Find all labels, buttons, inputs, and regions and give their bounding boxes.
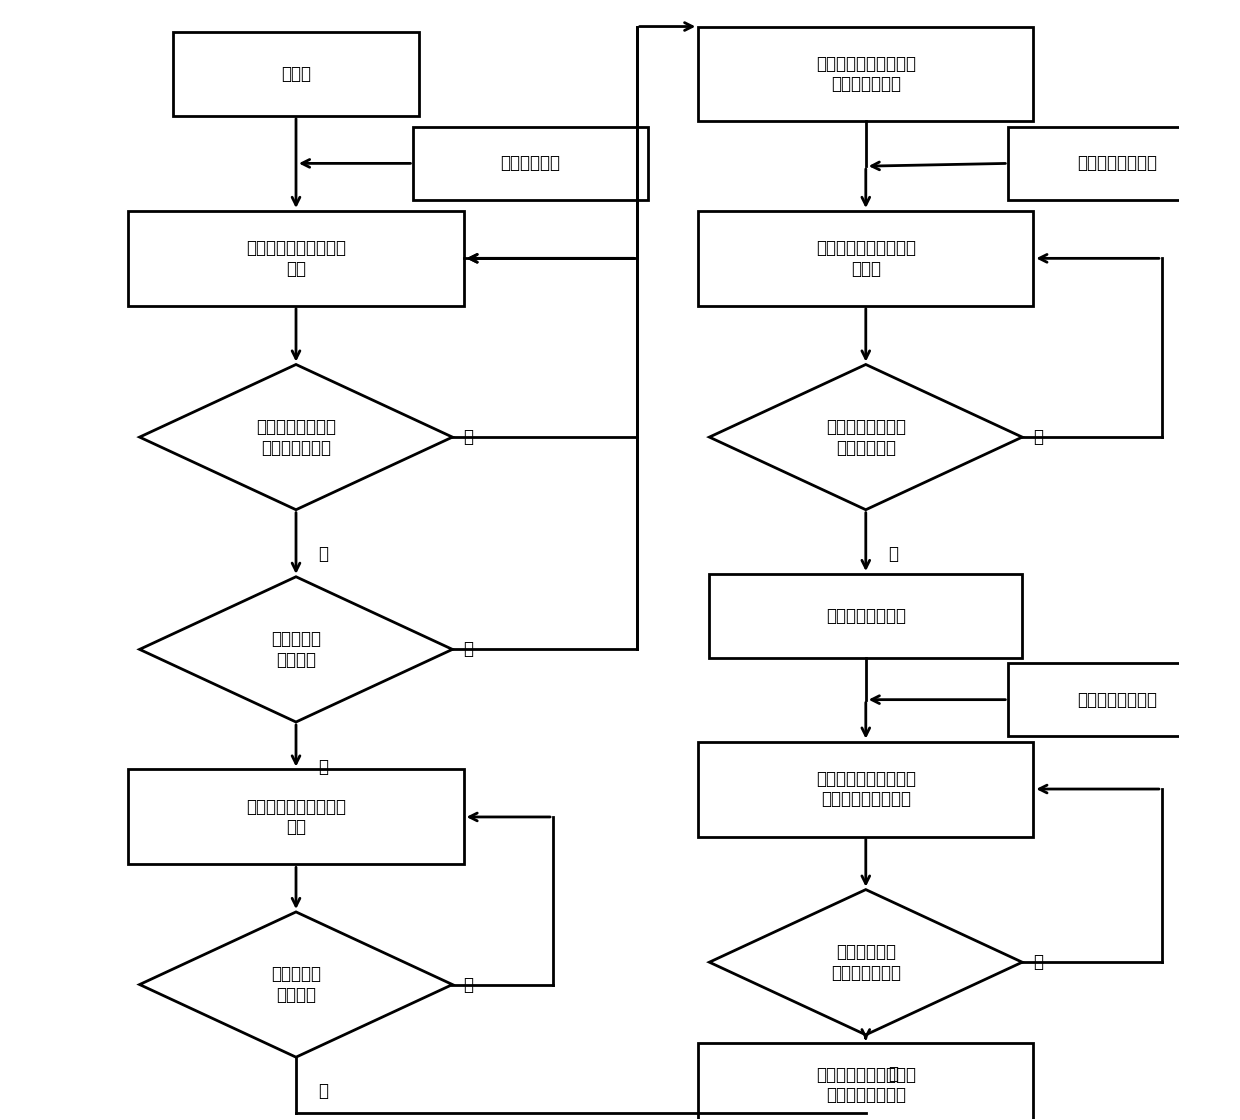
Text: 将一周的累积温度分配
至每天: 将一周的累积温度分配 至每天 bbox=[816, 239, 916, 278]
Text: 是否有多组
历史数据: 是否有多组 历史数据 bbox=[272, 629, 321, 669]
Bar bbox=[1008, 663, 1226, 736]
Bar bbox=[709, 573, 1022, 657]
Bar bbox=[413, 127, 649, 199]
Text: 日平均温度设定值: 日平均温度设定值 bbox=[826, 607, 905, 625]
Text: 一天不同时刻（每两小
时）的温度设定值: 一天不同时刻（每两小 时）的温度设定值 bbox=[816, 1066, 916, 1104]
Text: 七日的节能与产量
效益是否最大: 七日的节能与产量 效益是否最大 bbox=[826, 418, 905, 457]
Bar bbox=[174, 32, 419, 115]
Bar bbox=[698, 27, 1033, 121]
Bar bbox=[1008, 127, 1226, 199]
Bar bbox=[129, 769, 464, 865]
Text: 否: 否 bbox=[464, 976, 474, 993]
Text: 周累积温度（初始日平
均温度设定值）: 周累积温度（初始日平 均温度设定值） bbox=[816, 55, 916, 93]
Text: 是: 是 bbox=[888, 1065, 898, 1083]
Text: 将日平均温度分配到瞬
时温度（每两小时）: 将日平均温度分配到瞬 时温度（每两小时） bbox=[816, 769, 916, 809]
Text: 平均误差值
是否最小: 平均误差值 是否最小 bbox=[272, 965, 321, 1004]
Polygon shape bbox=[140, 912, 453, 1057]
Text: 一日的光合作
用速率是否最大: 一日的光合作 用速率是否最大 bbox=[831, 943, 900, 981]
Text: 历史气候信息: 历史气候信息 bbox=[501, 155, 560, 172]
Text: 是: 是 bbox=[319, 1082, 329, 1100]
Bar bbox=[698, 211, 1033, 306]
Text: 计算经济效益的平均误
差值: 计算经济效益的平均误 差值 bbox=[246, 797, 346, 837]
Bar bbox=[698, 1043, 1033, 1120]
Text: 否: 否 bbox=[1033, 953, 1043, 971]
Bar bbox=[129, 211, 464, 306]
Text: 否: 否 bbox=[1033, 428, 1043, 446]
Bar bbox=[698, 741, 1033, 837]
Polygon shape bbox=[140, 364, 453, 510]
Text: 一天室外气象预报: 一天室外气象预报 bbox=[1078, 691, 1157, 709]
Polygon shape bbox=[709, 364, 1022, 510]
Text: 否: 否 bbox=[464, 641, 474, 659]
Text: 是: 是 bbox=[319, 545, 329, 563]
Polygon shape bbox=[140, 577, 453, 722]
Text: 否: 否 bbox=[464, 428, 474, 446]
Text: 求解一周的累积温度设
定值: 求解一周的累积温度设 定值 bbox=[246, 239, 346, 278]
Polygon shape bbox=[709, 889, 1022, 1035]
Text: 是: 是 bbox=[319, 758, 329, 776]
Text: 全周期的节能与产
量效益是否最大: 全周期的节能与产 量效益是否最大 bbox=[255, 418, 336, 457]
Text: 一周室外气象预报: 一周室外气象预报 bbox=[1078, 155, 1157, 172]
Text: 是: 是 bbox=[888, 545, 898, 563]
Text: 初始化: 初始化 bbox=[281, 65, 311, 83]
